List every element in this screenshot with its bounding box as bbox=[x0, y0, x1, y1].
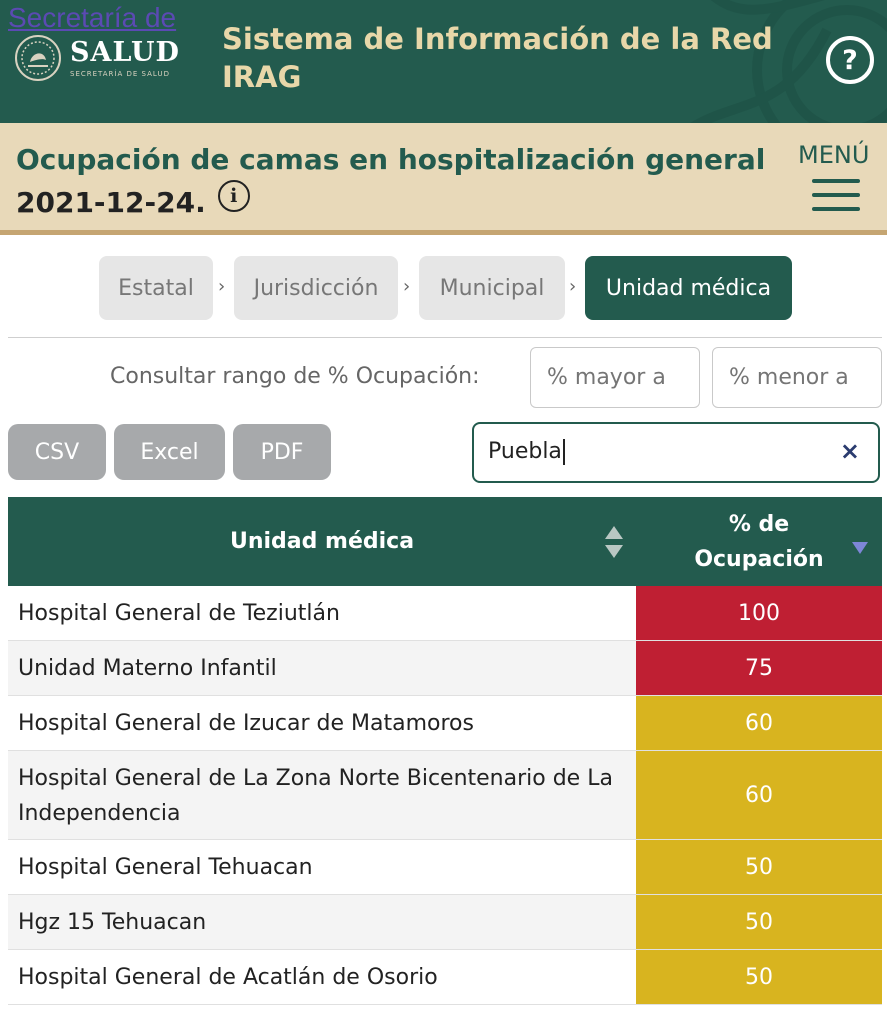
occupancy-cell: 50 bbox=[636, 950, 882, 1004]
range-min-input[interactable] bbox=[530, 347, 700, 408]
table-row[interactable]: Hospital General de Teziutlán 100 bbox=[8, 586, 882, 641]
app-title: Sistema de Información de la Red IRAG bbox=[222, 22, 773, 94]
salud-logo[interactable]: SALUD SECRETARÍA DE SALUD bbox=[14, 34, 180, 82]
unit-name-cell: Hospital General Tehuacan bbox=[18, 855, 313, 880]
tab-estatal[interactable]: Estatal bbox=[99, 256, 213, 320]
chevron-right-icon: › bbox=[218, 276, 226, 297]
column-header-occupancy-line2: Ocupación bbox=[694, 546, 824, 572]
column-header-unit[interactable]: Unidad médica bbox=[229, 529, 415, 554]
page-subheader: Ocupación de camas en hospitalización ge… bbox=[0, 123, 887, 235]
level-breadcrumb-tabs: Estatal › Jurisdicción › Municipal › Uni… bbox=[0, 256, 887, 320]
unit-name-cell: Unidad Materno Infantil bbox=[18, 656, 277, 681]
range-filter-label: Consultar rango de % Ocupación: bbox=[110, 364, 480, 389]
table-row[interactable]: Hospital General Tehuacan 50 bbox=[8, 840, 882, 895]
clear-search-icon[interactable]: × bbox=[839, 437, 860, 465]
table-row[interactable]: Unidad Materno Infantil 75 bbox=[8, 641, 882, 696]
occupancy-cell: 60 bbox=[636, 751, 882, 839]
unit-name-cell: Hospital General de La Zona Norte Bicent… bbox=[18, 766, 613, 826]
occupancy-cell: 75 bbox=[636, 641, 882, 695]
tab-unidad-medica[interactable]: Unidad médica bbox=[585, 256, 792, 320]
help-button[interactable]: ? bbox=[826, 36, 874, 84]
table-body: Hospital General de Teziutlán 100 Unidad M… bbox=[8, 586, 882, 1005]
page-date-text: 2021-12-24. bbox=[16, 186, 206, 219]
export-excel-button[interactable]: Excel bbox=[114, 424, 225, 480]
question-circle-icon: ? bbox=[842, 44, 858, 76]
tab-jurisdiccion[interactable]: Jurisdicción bbox=[234, 256, 398, 320]
header-pattern-decoration bbox=[690, 0, 887, 123]
occupancy-cell: 50 bbox=[636, 895, 882, 949]
unit-name-cell: Hospital General de Acatlán de Osorio bbox=[18, 965, 438, 990]
logo-salud-text: SALUD bbox=[70, 37, 180, 68]
tab-municipal[interactable]: Municipal bbox=[419, 256, 565, 320]
mexico-seal-icon bbox=[15, 35, 61, 81]
info-icon[interactable]: i bbox=[217, 180, 250, 212]
search-input-value: Puebla bbox=[488, 439, 565, 465]
sort-both-icon[interactable] bbox=[603, 524, 625, 560]
table-row[interactable]: Hospital General de Izucar de Matamoros 6… bbox=[8, 696, 882, 751]
hamburger-menu-icon[interactable] bbox=[812, 179, 860, 213]
occupancy-table: Unidad médica % de Ocupación Hospital Ge… bbox=[8, 497, 882, 1005]
unit-name-cell: Hgz 15 Tehuacan bbox=[18, 910, 207, 935]
sort-descending-icon[interactable] bbox=[851, 541, 869, 555]
export-csv-button[interactable]: CSV bbox=[8, 424, 106, 480]
table-row[interactable]: Hgz 15 Tehuacan 50 bbox=[8, 895, 882, 950]
table-row[interactable]: Hospital General de Acatlán de Osorio 50 bbox=[8, 950, 882, 1005]
column-header-occupancy-line1: % de bbox=[728, 511, 790, 537]
chevron-right-icon: › bbox=[403, 276, 411, 297]
page-date: 2021-12-24. i bbox=[16, 180, 250, 224]
page-title: Ocupación de camas en hospitalización ge… bbox=[16, 143, 766, 176]
menu-label[interactable]: MENÚ bbox=[798, 141, 870, 169]
occupancy-cell: 50 bbox=[636, 840, 882, 894]
table-header: Unidad médica % de Ocupación bbox=[8, 497, 882, 586]
range-max-input[interactable] bbox=[712, 347, 882, 408]
column-header-occupancy[interactable]: % de Ocupación bbox=[636, 497, 882, 586]
logo-subtitle: SECRETARÍA DE SALUD bbox=[70, 70, 170, 78]
export-pdf-button[interactable]: PDF bbox=[233, 424, 331, 480]
text-caret bbox=[562, 439, 565, 465]
search-input[interactable]: Puebla × bbox=[472, 422, 880, 483]
occupancy-cell: 60 bbox=[636, 696, 882, 750]
unit-name-cell: Hospital General de Izucar de Matamoros bbox=[18, 711, 474, 736]
chevron-right-icon: › bbox=[569, 276, 577, 297]
app-header: Secretaría de SALUD SECRETARÍA DE SALUD … bbox=[0, 0, 887, 123]
occupancy-cell: 100 bbox=[636, 586, 882, 640]
logo-alt-link[interactable]: Secretaría de bbox=[8, 2, 177, 33]
section-divider bbox=[8, 337, 882, 338]
table-row[interactable]: Hospital General de La Zona Norte Bicent… bbox=[8, 751, 882, 840]
unit-name-cell: Hospital General de Teziutlán bbox=[18, 601, 340, 626]
